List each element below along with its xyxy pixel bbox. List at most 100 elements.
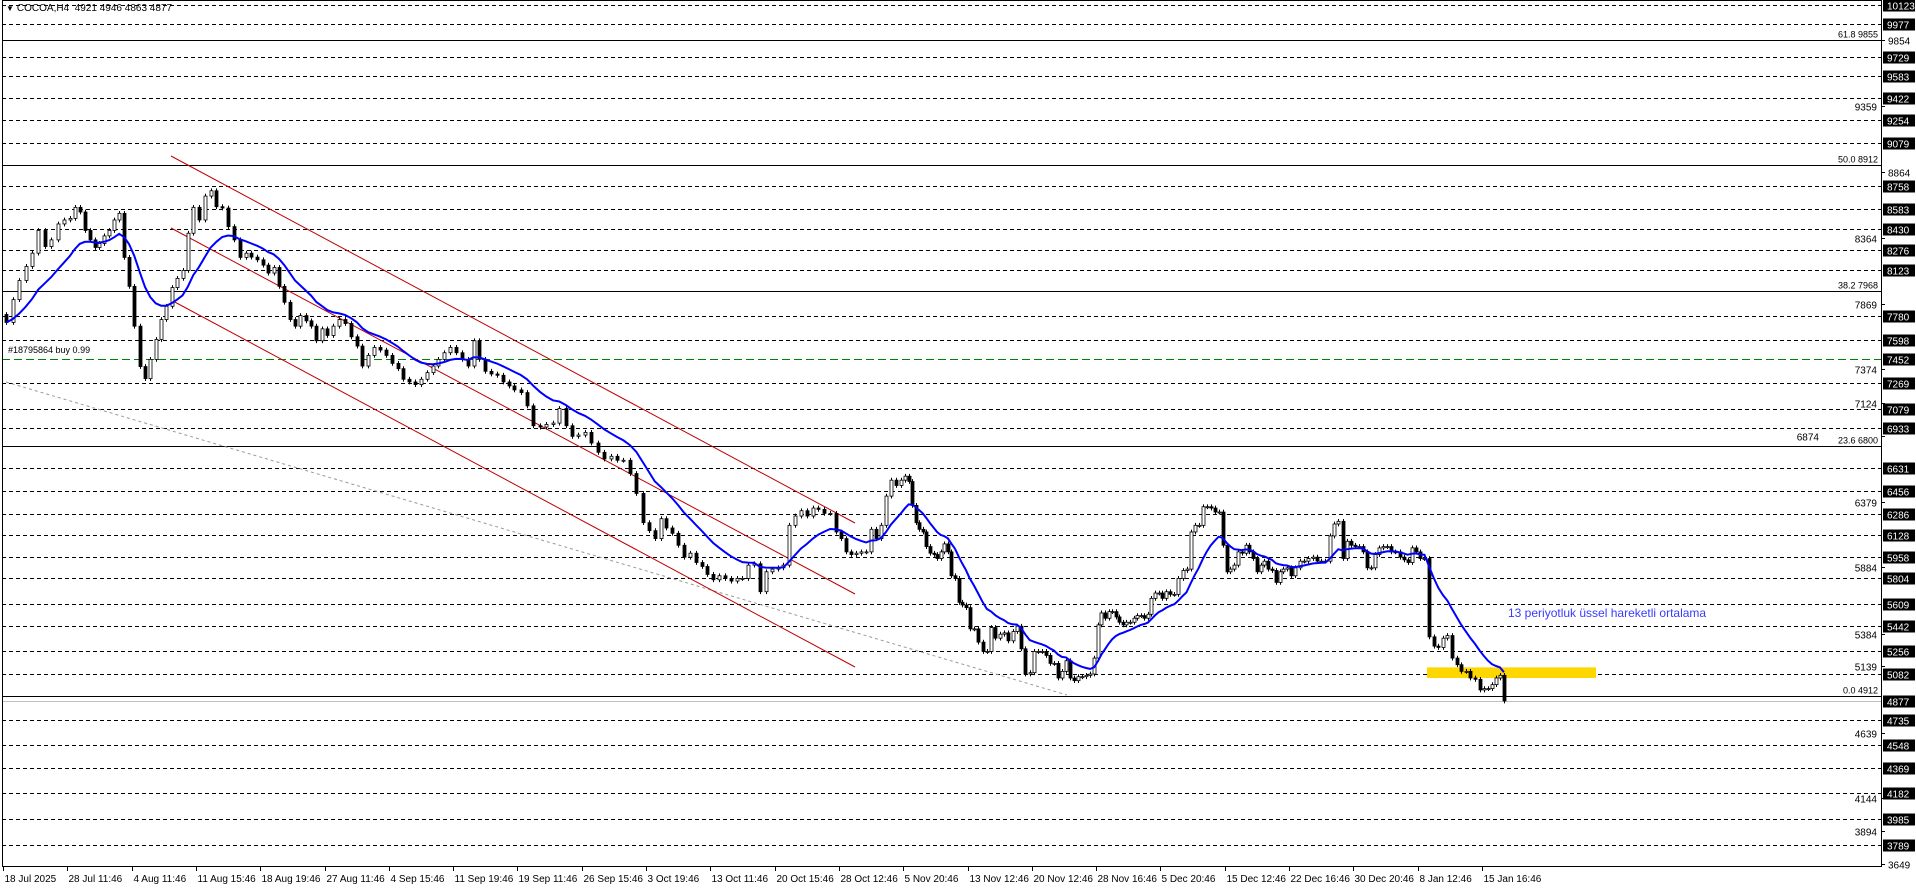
level-price-label: 7079 bbox=[1887, 406, 1910, 417]
candle-body bbox=[384, 349, 389, 356]
candle-body bbox=[551, 422, 556, 425]
candle-body bbox=[834, 512, 839, 533]
candle-body bbox=[1019, 625, 1024, 650]
candle-body bbox=[309, 320, 314, 327]
x-tick-label: 28 Jul 11:46 bbox=[69, 874, 123, 885]
candle-body bbox=[68, 217, 73, 221]
candle-body bbox=[164, 305, 169, 320]
candle-body bbox=[735, 578, 740, 582]
candle-body bbox=[1176, 578, 1181, 595]
candle-body bbox=[272, 267, 277, 274]
highlight-zone[interactable] bbox=[1427, 667, 1596, 679]
candle-body bbox=[989, 627, 994, 652]
candle-body bbox=[107, 230, 112, 237]
candle-body bbox=[159, 319, 164, 340]
candle-body bbox=[1225, 544, 1230, 573]
candle-body bbox=[1365, 551, 1370, 569]
candle-body bbox=[1185, 568, 1190, 571]
time-axis[interactable]: 18 Jul 2025 28 Jul 11:46 4 Aug 11:46 11 Aug… bbox=[3, 866, 1542, 885]
candle-body bbox=[343, 319, 348, 324]
candle-body bbox=[282, 285, 287, 303]
candle-body bbox=[634, 473, 639, 494]
candle-body bbox=[36, 230, 41, 254]
candle-body bbox=[1146, 613, 1151, 619]
candle-body bbox=[1464, 670, 1469, 673]
candle-body bbox=[266, 264, 271, 274]
y-tick-label: 6874 bbox=[1797, 433, 1820, 444]
candle-body bbox=[1139, 615, 1144, 618]
trendline-lower-gray[interactable] bbox=[5, 381, 1068, 696]
candle-body bbox=[1036, 651, 1041, 653]
level-price-box bbox=[1883, 762, 1915, 775]
candle-body bbox=[1450, 635, 1455, 659]
fibonacci-retracement[interactable]: 61.8 9855 50.0 8912 38.2 7968 23.6 6800 0.0 … bbox=[2, 30, 1881, 697]
level-price-label: 9254 bbox=[1887, 117, 1910, 128]
candle-body bbox=[525, 392, 530, 407]
candle-body bbox=[232, 226, 237, 241]
price-axis[interactable]: 9854 9359 8864 8364 7869 7374 7124 6874 6379 5884… bbox=[1797, 0, 1915, 872]
level-price-label: 8276 bbox=[1887, 247, 1910, 258]
candle-body bbox=[705, 566, 710, 575]
candle-body bbox=[320, 328, 325, 342]
candle-body bbox=[401, 368, 406, 380]
candle-body bbox=[1459, 664, 1464, 672]
candle-body bbox=[1028, 672, 1033, 675]
dropdown-triangle-icon[interactable]: ▼ bbox=[6, 4, 14, 13]
order-line-label: #18795864 buy 0.99 bbox=[8, 345, 91, 355]
candle-body bbox=[349, 323, 354, 338]
y-tick-label: 5384 bbox=[1855, 631, 1878, 642]
candle-body bbox=[799, 510, 804, 517]
candle-body bbox=[557, 408, 562, 424]
candle-body bbox=[1096, 624, 1101, 659]
ema-annotation-text[interactable]: 13 periyotluk üssel hareketli ortalama bbox=[1508, 606, 1707, 620]
candle-body bbox=[1181, 570, 1186, 579]
candle-body bbox=[1076, 676, 1081, 682]
candle-body bbox=[907, 475, 912, 482]
candle-body bbox=[238, 239, 243, 258]
candle-body bbox=[1221, 511, 1226, 546]
candle-body bbox=[935, 554, 940, 559]
candle-body bbox=[1498, 674, 1503, 679]
chart-title[interactable]: ▼ COCOA,H4 4921 4946 4863 4877 bbox=[6, 3, 172, 14]
candle-body bbox=[1293, 567, 1298, 577]
candle-body bbox=[78, 206, 83, 213]
candle-body bbox=[83, 211, 88, 231]
channel-upper-line[interactable] bbox=[170, 155, 856, 524]
candle-body bbox=[1373, 554, 1378, 569]
level-price-label: 8583 bbox=[1887, 206, 1910, 217]
candle-body bbox=[700, 562, 705, 567]
y-tick-label: 5139 bbox=[1855, 663, 1878, 674]
level-price-box bbox=[1883, 334, 1915, 347]
channel-lower-line[interactable] bbox=[170, 299, 856, 668]
candle-body bbox=[431, 365, 436, 374]
ohlc-values: 4921 4946 4863 4877 bbox=[74, 3, 173, 14]
level-price-label: 9583 bbox=[1887, 73, 1910, 84]
candle-body bbox=[746, 564, 751, 579]
candle-body bbox=[43, 230, 48, 247]
candle-body bbox=[62, 219, 67, 225]
candle-body bbox=[1110, 611, 1115, 614]
candle-body bbox=[1262, 560, 1267, 566]
candle-body bbox=[1189, 531, 1194, 570]
candle-body bbox=[448, 347, 453, 354]
candle-body bbox=[793, 515, 798, 526]
candle-body bbox=[175, 277, 180, 288]
candle-body bbox=[425, 372, 430, 380]
candle-body bbox=[1023, 648, 1028, 675]
y-tick-label: 9854 bbox=[1888, 37, 1911, 48]
candle-body bbox=[839, 531, 844, 540]
candle-body bbox=[1168, 591, 1173, 595]
candle-body bbox=[615, 455, 620, 461]
candle-body bbox=[360, 345, 365, 367]
candle-body bbox=[249, 252, 254, 258]
candle-body bbox=[914, 505, 919, 524]
candle-body bbox=[1274, 570, 1279, 583]
candle-body bbox=[589, 431, 594, 444]
y-tick-label: 3894 bbox=[1855, 828, 1878, 839]
channel-middle-line[interactable] bbox=[170, 227, 856, 595]
x-tick-label: 19 Sep 11:46 bbox=[519, 874, 578, 885]
level-price-box bbox=[1883, 203, 1915, 216]
level-price-box bbox=[1883, 787, 1915, 800]
candle-body bbox=[197, 206, 202, 221]
